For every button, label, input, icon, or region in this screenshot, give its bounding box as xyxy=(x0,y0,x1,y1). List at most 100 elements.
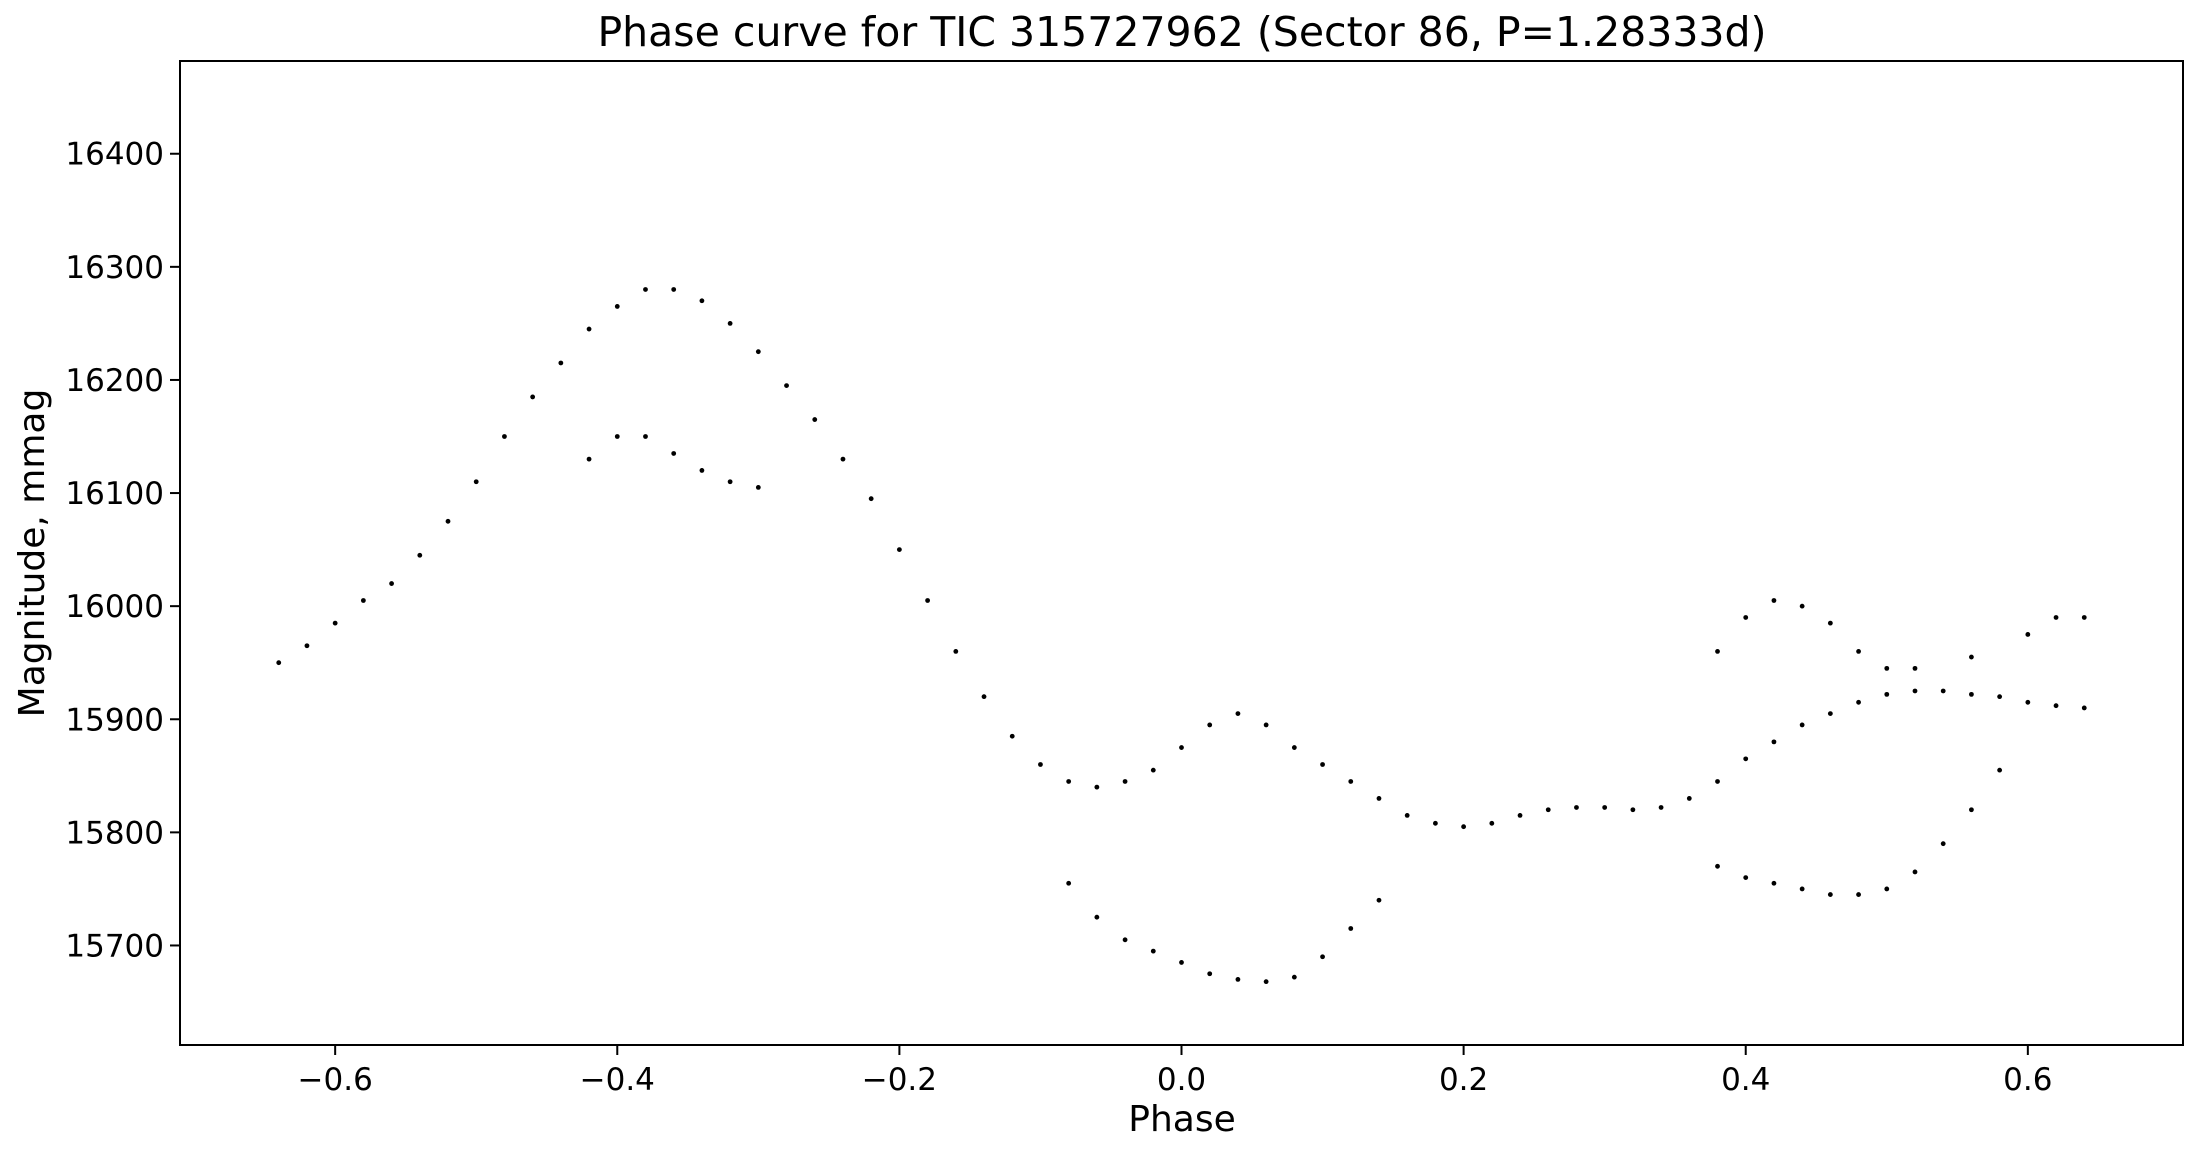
data-point xyxy=(1771,880,1777,886)
data-point xyxy=(2081,615,2087,620)
data-point xyxy=(1799,603,1805,609)
data-point xyxy=(2053,615,2059,620)
data-point xyxy=(812,417,818,422)
data-point xyxy=(953,649,959,654)
data-point xyxy=(896,547,902,553)
data-point xyxy=(1799,722,1805,728)
data-point xyxy=(1715,779,1720,784)
data-point xyxy=(1150,948,1156,954)
x-tick-label: 0.2 xyxy=(1439,1062,1488,1098)
data-point xyxy=(2025,699,2031,705)
data-point xyxy=(727,479,733,485)
data-point xyxy=(1940,841,1946,847)
y-tick-label: 16400 xyxy=(65,137,164,173)
data-point xyxy=(1912,688,1918,694)
y-tick-label: 16300 xyxy=(65,250,164,286)
data-point xyxy=(1320,954,1325,960)
y-tick-label: 15700 xyxy=(65,928,164,964)
data-point xyxy=(1856,649,1861,654)
data-point xyxy=(1545,807,1551,813)
data-point xyxy=(868,496,874,502)
x-tick-label: 0.6 xyxy=(2003,1062,2052,1098)
data-point xyxy=(473,479,479,485)
data-point xyxy=(1997,767,2003,773)
data-point xyxy=(755,349,761,355)
data-point xyxy=(502,434,507,439)
data-point xyxy=(276,660,282,666)
data-point xyxy=(1376,897,1382,903)
data-point xyxy=(840,456,846,462)
data-point xyxy=(1263,722,1269,728)
data-point xyxy=(1517,813,1523,818)
data-point xyxy=(586,456,592,462)
data-point xyxy=(1179,960,1184,965)
data-point xyxy=(2053,703,2059,709)
data-point xyxy=(558,360,564,366)
data-point xyxy=(2081,705,2087,711)
y-axis-ticks: 15700 15800 15900 16000 16100 16200 16300 16400 xyxy=(65,137,180,964)
data-point xyxy=(389,581,394,586)
data-point xyxy=(699,468,705,473)
data-point xyxy=(614,434,620,439)
data-point xyxy=(1122,779,1128,784)
data-point xyxy=(1884,665,1890,671)
data-point xyxy=(784,383,789,389)
data-point xyxy=(1856,699,1861,705)
data-point xyxy=(1291,974,1297,980)
data-point xyxy=(1715,863,1720,869)
data-point xyxy=(643,434,648,439)
y-tick-label: 16200 xyxy=(65,363,164,399)
data-point xyxy=(1066,779,1072,784)
data-point xyxy=(1856,892,1861,897)
data-point xyxy=(1235,711,1241,717)
y-tick-label: 15800 xyxy=(65,815,164,851)
x-tick-label: −0.6 xyxy=(298,1062,373,1098)
data-point xyxy=(727,321,733,326)
data-point xyxy=(1009,733,1015,739)
data-point xyxy=(1291,745,1297,750)
x-axis-label: Phase xyxy=(1128,1099,1236,1140)
data-point xyxy=(1461,824,1467,830)
data-point xyxy=(1630,807,1636,813)
data-point xyxy=(755,485,761,490)
data-point xyxy=(1912,665,1918,671)
data-point xyxy=(1602,805,1608,810)
data-point xyxy=(586,326,592,332)
data-point xyxy=(699,298,705,304)
data-point xyxy=(1658,805,1664,810)
x-tick-label: 0.0 xyxy=(1157,1062,1206,1098)
data-point xyxy=(1799,886,1805,892)
x-axis-ticks: −0.6 −0.4 −0.2 0.0 0.2 0.4 0.6 xyxy=(298,1045,2052,1098)
data-point xyxy=(304,643,310,649)
y-axis-label: Magnitude, mmag xyxy=(12,389,53,718)
y-tick-label: 15900 xyxy=(65,702,164,738)
x-tick-label: 0.4 xyxy=(1721,1062,1770,1098)
data-point xyxy=(1912,869,1918,875)
data-point xyxy=(1686,796,1692,801)
data-point xyxy=(1771,598,1777,603)
data-point xyxy=(671,287,677,292)
data-point xyxy=(643,287,648,292)
data-point xyxy=(1207,971,1213,977)
data-point xyxy=(417,552,423,558)
chart-title: Phase curve for TIC 315727962 (Sector 86… xyxy=(597,8,1766,56)
data-point xyxy=(530,394,536,400)
data-point xyxy=(1235,977,1241,982)
data-point xyxy=(1743,615,1749,620)
data-point xyxy=(1348,926,1354,931)
y-tick-label: 16000 xyxy=(65,589,164,625)
data-point xyxy=(1743,756,1749,762)
data-point xyxy=(1884,691,1890,697)
data-point xyxy=(1827,620,1833,626)
data-point xyxy=(1743,875,1749,881)
data-point xyxy=(360,598,366,603)
y-tick-label: 16100 xyxy=(65,476,164,512)
x-tick-label: −0.2 xyxy=(862,1062,937,1098)
data-point xyxy=(1263,979,1269,985)
data-point xyxy=(671,451,677,456)
data-point xyxy=(1574,805,1579,810)
data-point xyxy=(1179,745,1184,750)
data-point xyxy=(1771,739,1777,745)
data-point xyxy=(1376,796,1382,801)
